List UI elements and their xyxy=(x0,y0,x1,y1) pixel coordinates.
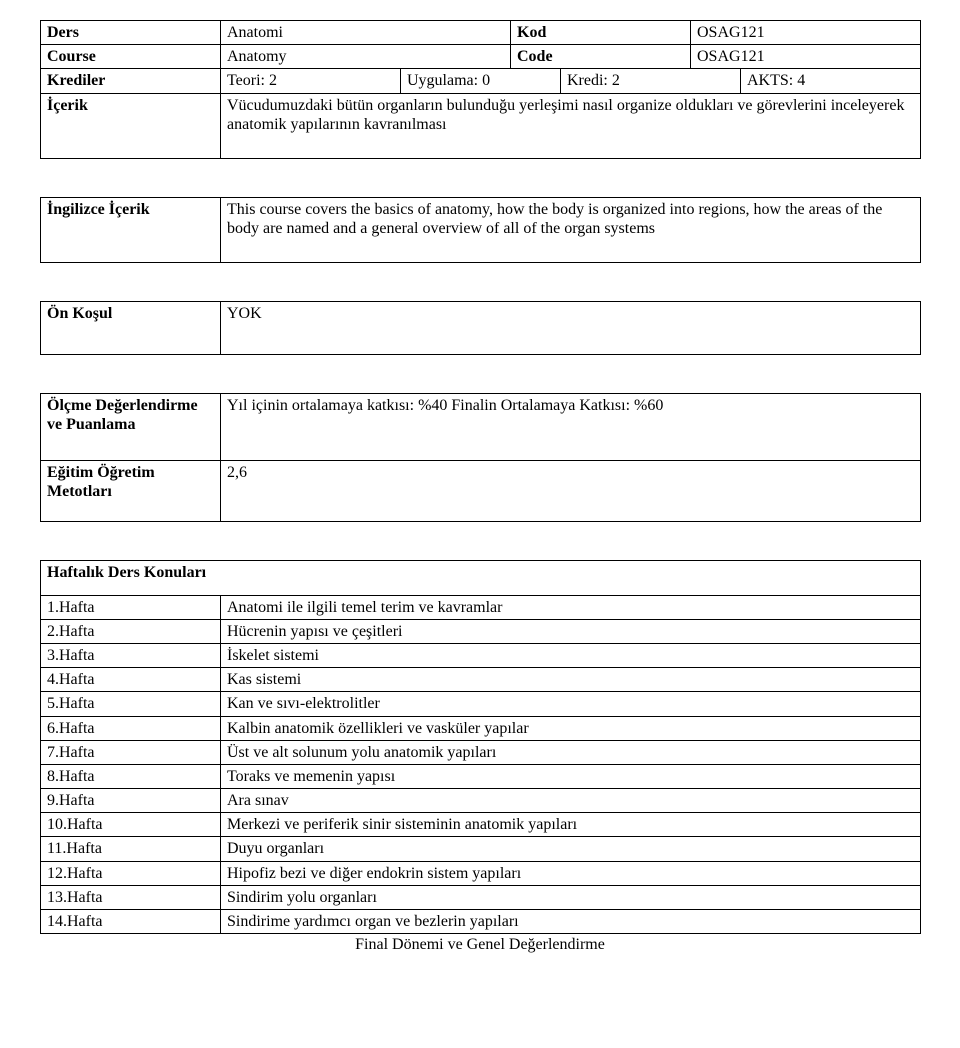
week-topic: Kan ve sıvı-elektrolitler xyxy=(221,692,921,716)
label-en-icerik: İngilizce İçerik xyxy=(41,197,221,262)
table-row: 7.HaftaÜst ve alt solunum yolu anatomik … xyxy=(41,740,921,764)
value-code: OSAG121 xyxy=(691,45,921,69)
week-topic: Üst ve alt solunum yolu anatomik yapılar… xyxy=(221,740,921,764)
week-topic: Toraks ve memenin yapısı xyxy=(221,764,921,788)
weekly-footer: Final Dönemi ve Genel Değerlendirme xyxy=(40,936,920,954)
label-kod: Kod xyxy=(511,21,691,45)
value-olcme: Yıl içinin ortalamaya katkısı: %40 Final… xyxy=(221,393,921,460)
table-row: Ders Anatomi Kod OSAG121 xyxy=(41,21,921,45)
credits-kredi: Kredi: 2 xyxy=(561,69,741,93)
label-krediler: Krediler xyxy=(41,69,221,93)
value-icerik: Vücudumuzdaki bütün organların bulunduğu… xyxy=(221,93,921,158)
header-table: Ders Anatomi Kod OSAG121 Course Anatomy … xyxy=(40,20,921,69)
week-topic: Ara sınav xyxy=(221,789,921,813)
table-row: Krediler Teori: 2 Uygulama: 0 Kredi: 2 A… xyxy=(41,69,921,93)
week-label: 1.Hafta xyxy=(41,595,221,619)
table-row: 4.HaftaKas sistemi xyxy=(41,668,921,692)
week-topic: Kalbin anatomik özellikleri ve vasküler … xyxy=(221,716,921,740)
label-icerik: İçerik xyxy=(41,93,221,158)
table-row: 13.HaftaSindirim yolu organları xyxy=(41,885,921,909)
week-topic: Kas sistemi xyxy=(221,668,921,692)
value-onkosul: YOK xyxy=(221,301,921,354)
label-onkosul: Ön Koşul xyxy=(41,301,221,354)
table-row: Haftalık Ders Konuları xyxy=(41,560,921,595)
table-row: İçerik Vücudumuzdaki bütün organların bu… xyxy=(41,93,921,158)
week-topic: Duyu organları xyxy=(221,837,921,861)
week-topic: Merkezi ve periferik sinir sisteminin an… xyxy=(221,813,921,837)
weekly-title: Haftalık Ders Konuları xyxy=(41,560,921,595)
credits-akts: AKTS: 4 xyxy=(741,69,921,93)
table-row: Ölçme Değerlendirme ve Puanlama Yıl için… xyxy=(41,393,921,460)
credits-table: Krediler Teori: 2 Uygulama: 0 Kredi: 2 A… xyxy=(40,68,921,93)
week-label: 4.Hafta xyxy=(41,668,221,692)
week-label: 8.Hafta xyxy=(41,764,221,788)
week-label: 9.Hafta xyxy=(41,789,221,813)
week-label: 2.Hafta xyxy=(41,619,221,643)
page: Ders Anatomi Kod OSAG121 Course Anatomy … xyxy=(0,0,960,994)
label-olcme: Ölçme Değerlendirme ve Puanlama xyxy=(41,393,221,460)
label-egitim: Eğitim Öğretim Metotları xyxy=(41,460,221,521)
week-label: 5.Hafta xyxy=(41,692,221,716)
credits-teori: Teori: 2 xyxy=(221,69,401,93)
label-course: Course xyxy=(41,45,221,69)
week-label: 10.Hafta xyxy=(41,813,221,837)
value-egitim: 2,6 xyxy=(221,460,921,521)
label-ders: Ders xyxy=(41,21,221,45)
table-row: 8.HaftaToraks ve memenin yapısı xyxy=(41,764,921,788)
table-row: 9.HaftaAra sınav xyxy=(41,789,921,813)
week-topic: Anatomi ile ilgili temel terim ve kavram… xyxy=(221,595,921,619)
credits-uygulama: Uygulama: 0 xyxy=(401,69,561,93)
week-label: 3.Hafta xyxy=(41,643,221,667)
table-row: 2.HaftaHücrenin yapısı ve çeşitleri xyxy=(41,619,921,643)
week-topic: Sindirim yolu organları xyxy=(221,885,921,909)
value-kod: OSAG121 xyxy=(691,21,921,45)
content-table: İçerik Vücudumuzdaki bütün organların bu… xyxy=(40,93,921,159)
table-row: 5.HaftaKan ve sıvı-elektrolitler xyxy=(41,692,921,716)
assessment-table: Ölçme Değerlendirme ve Puanlama Yıl için… xyxy=(40,393,921,522)
en-content-table: İngilizce İçerik This course covers the … xyxy=(40,197,921,263)
week-topic: Hücrenin yapısı ve çeşitleri xyxy=(221,619,921,643)
prereq-table: Ön Koşul YOK xyxy=(40,301,921,355)
value-ders: Anatomi xyxy=(221,21,511,45)
table-row: Ön Koşul YOK xyxy=(41,301,921,354)
table-row: 3.Haftaİskelet sistemi xyxy=(41,643,921,667)
week-label: 12.Hafta xyxy=(41,861,221,885)
week-label: 14.Hafta xyxy=(41,910,221,934)
weekly-table: Haftalık Ders Konuları 1.HaftaAnatomi il… xyxy=(40,560,921,935)
week-topic: Sindirime yardımcı organ ve bezlerin yap… xyxy=(221,910,921,934)
week-label: 13.Hafta xyxy=(41,885,221,909)
table-row: 11.HaftaDuyu organları xyxy=(41,837,921,861)
label-code: Code xyxy=(511,45,691,69)
week-topic: Hipofiz bezi ve diğer endokrin sistem ya… xyxy=(221,861,921,885)
table-row: 1.HaftaAnatomi ile ilgili temel terim ve… xyxy=(41,595,921,619)
week-topic: İskelet sistemi xyxy=(221,643,921,667)
table-row: 14.HaftaSindirime yardımcı organ ve bezl… xyxy=(41,910,921,934)
week-label: 11.Hafta xyxy=(41,837,221,861)
table-row: İngilizce İçerik This course covers the … xyxy=(41,197,921,262)
table-row: Eğitim Öğretim Metotları 2,6 xyxy=(41,460,921,521)
table-row: 10.HaftaMerkezi ve periferik sinir siste… xyxy=(41,813,921,837)
value-en-icerik: This course covers the basics of anatomy… xyxy=(221,197,921,262)
value-course: Anatomy xyxy=(221,45,511,69)
table-row: 6.HaftaKalbin anatomik özellikleri ve va… xyxy=(41,716,921,740)
table-row: Course Anatomy Code OSAG121 xyxy=(41,45,921,69)
week-label: 6.Hafta xyxy=(41,716,221,740)
table-row: 12.HaftaHipofiz bezi ve diğer endokrin s… xyxy=(41,861,921,885)
week-label: 7.Hafta xyxy=(41,740,221,764)
